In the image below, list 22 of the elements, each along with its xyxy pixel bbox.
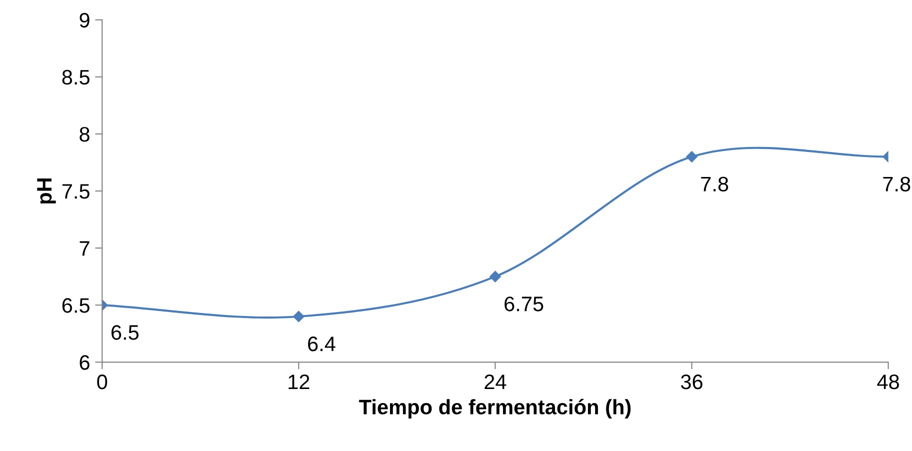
y-tick-label: 7 [80,241,90,256]
data-label: 7.8 [701,176,728,192]
y-tick-label: 8 [80,126,90,142]
point [686,151,698,162]
y-tick-label: 6 [80,355,90,370]
x-tick-label: 0 [97,374,108,390]
x-tick-label: 24 [484,374,506,390]
data-label: 6.5 [112,325,139,340]
point [490,270,501,282]
y-tick-label: 9 [80,12,90,28]
x-tick-label: 36 [680,374,702,390]
y-tick-label: 8.5 [62,70,90,85]
y-axis-title: pH [37,178,56,204]
data-label: 6.75 [504,296,544,312]
y-tick-label: 6.5 [62,298,90,313]
x-tick-label: 48 [877,374,899,390]
x-tick-label: 12 [288,374,310,390]
data-label: 6.4 [308,336,336,352]
point [293,310,304,322]
x-axis-title: Tiempo de fermentación (h) [359,398,631,419]
data-label: 7.8 [883,176,910,192]
y-tick-label: 7.5 [62,184,90,199]
